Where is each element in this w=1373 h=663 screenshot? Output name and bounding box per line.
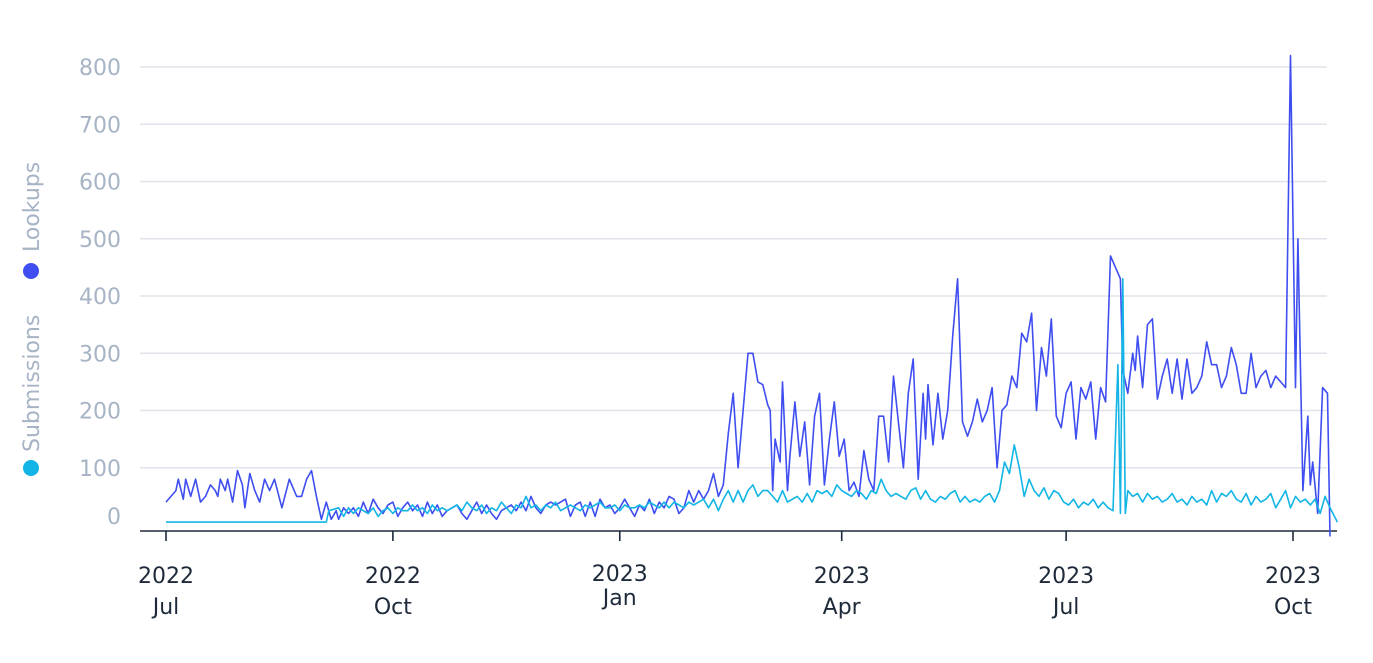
y-tick-label: 300 bbox=[79, 342, 121, 367]
y-tick-label: 800 bbox=[79, 56, 121, 81]
y-tick-label: 0 bbox=[107, 505, 121, 530]
x-tick-year: 2023 bbox=[1265, 564, 1321, 589]
x-tick-year: 2022 bbox=[365, 564, 421, 589]
y-tick-label: 200 bbox=[79, 400, 121, 425]
x-tick-month: Jul bbox=[151, 595, 180, 620]
y-tick-label: 600 bbox=[79, 171, 121, 196]
legend-swatch-submissions bbox=[23, 460, 39, 476]
legend-swatch-lookups bbox=[23, 263, 39, 279]
series-lines bbox=[165, 54, 1339, 537]
x-tick-year: 2023 bbox=[592, 562, 648, 587]
y-tick-label: 100 bbox=[79, 457, 121, 482]
x-tick-month: Apr bbox=[823, 595, 862, 620]
x-tick-year: 2022 bbox=[138, 564, 194, 589]
legend-label-submissions: Submissions bbox=[20, 315, 45, 452]
legend: Submissions Lookups bbox=[20, 162, 45, 476]
y-axis-ticks: 0 100 200 300 400 500 600 700 800 bbox=[79, 56, 121, 530]
x-tick-year: 2023 bbox=[1038, 564, 1094, 589]
legend-label-lookups: Lookups bbox=[20, 162, 45, 252]
y-tick-label: 400 bbox=[79, 285, 121, 310]
y-tick-label: 500 bbox=[79, 228, 121, 253]
series-line-submissions bbox=[166, 278, 1339, 523]
gridlines bbox=[140, 66, 1327, 469]
x-tick-month: Oct bbox=[374, 595, 412, 620]
x-tick-year: 2023 bbox=[814, 564, 870, 589]
x-tick-month: Oct bbox=[1274, 595, 1312, 620]
y-tick-label: 700 bbox=[79, 113, 121, 138]
x-axis-ticks: 2022Jul2022Oct2023Jan2023Apr2023Jul2023O… bbox=[138, 531, 1321, 620]
x-tick-month: Jul bbox=[1051, 595, 1080, 620]
x-tick-month: Jan bbox=[601, 586, 637, 611]
